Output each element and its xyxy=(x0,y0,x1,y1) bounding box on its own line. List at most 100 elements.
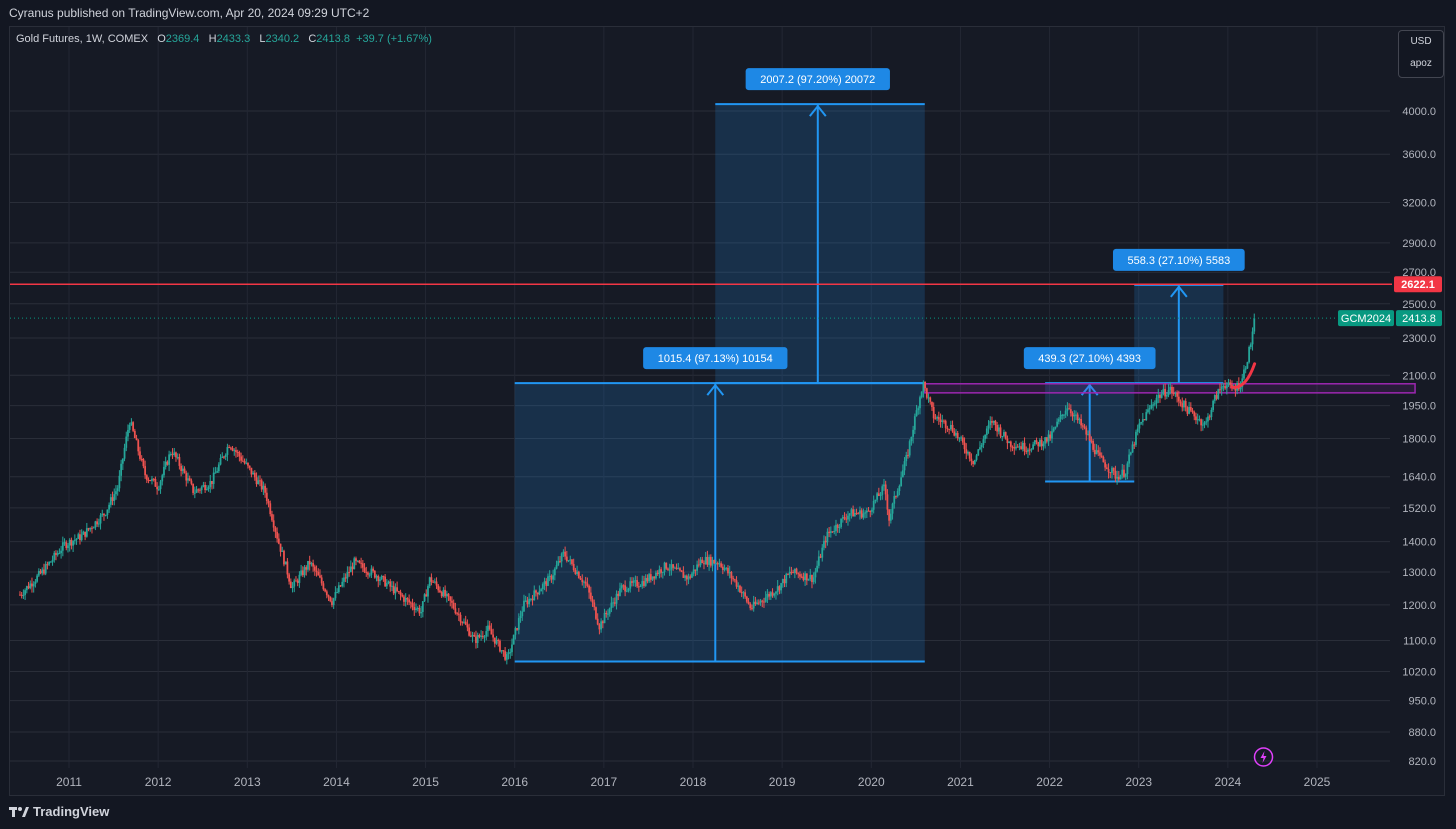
candle xyxy=(473,634,476,637)
measure-label-box xyxy=(1112,248,1245,271)
candle xyxy=(199,489,201,491)
candle xyxy=(267,501,270,504)
candle xyxy=(1165,395,1168,397)
candle xyxy=(917,408,920,411)
candle xyxy=(322,583,325,590)
candle xyxy=(908,441,911,456)
candle xyxy=(320,577,323,584)
currency-unit-button[interactable]: USD apoz xyxy=(1398,30,1444,78)
candle xyxy=(91,527,93,529)
candle xyxy=(1111,467,1113,473)
candle xyxy=(893,496,896,504)
candle xyxy=(99,515,102,524)
candle xyxy=(692,569,695,574)
candle xyxy=(468,627,471,636)
candle xyxy=(787,573,789,575)
candle xyxy=(217,464,220,472)
candle xyxy=(920,391,923,398)
candle xyxy=(432,581,435,583)
candle xyxy=(1129,452,1132,455)
candle xyxy=(1145,412,1148,421)
candle xyxy=(109,497,112,505)
candle xyxy=(475,636,477,643)
candle xyxy=(32,584,35,587)
lightning-icon[interactable] xyxy=(1253,747,1274,767)
candle xyxy=(241,460,244,462)
measure-label: 439.3 (27.10%) 4393 xyxy=(1038,353,1141,365)
candle xyxy=(449,596,452,601)
candle xyxy=(332,598,335,606)
candle xyxy=(337,585,340,593)
candle xyxy=(622,585,625,587)
candle xyxy=(274,527,277,532)
candle xyxy=(1049,434,1052,439)
candle xyxy=(1174,392,1177,394)
candle xyxy=(1164,388,1167,397)
candle xyxy=(1081,425,1084,427)
candle xyxy=(912,429,915,437)
candle xyxy=(937,417,940,420)
candle xyxy=(1044,437,1047,444)
candle xyxy=(259,480,261,482)
candle xyxy=(348,571,351,573)
candle xyxy=(1244,368,1247,370)
candle xyxy=(1054,426,1057,429)
candle xyxy=(65,542,68,549)
candle xyxy=(529,598,532,600)
grid-lines xyxy=(10,27,1390,768)
candle xyxy=(581,579,584,583)
candle xyxy=(480,635,483,637)
candle xyxy=(113,494,116,501)
y-tick-label: 1400.0 xyxy=(1402,537,1436,549)
candle xyxy=(1153,403,1156,405)
candle xyxy=(845,518,848,520)
candle xyxy=(661,571,664,573)
candle xyxy=(142,459,145,467)
candle xyxy=(339,585,342,587)
candle xyxy=(204,484,207,490)
candle xyxy=(804,573,807,580)
candle xyxy=(394,587,397,594)
candle xyxy=(421,601,424,612)
candle xyxy=(154,478,157,487)
candle xyxy=(336,592,339,594)
candle xyxy=(809,574,812,580)
candle xyxy=(943,420,945,422)
candle xyxy=(223,456,225,458)
symbol-legend[interactable]: Gold Futures, 1W, COMEX O2369.4 H2433.3 … xyxy=(16,33,432,45)
candle xyxy=(382,576,385,578)
candle xyxy=(260,480,263,490)
candle xyxy=(1100,455,1103,458)
candle xyxy=(567,560,570,562)
x-tick-label: 2021 xyxy=(947,775,974,789)
candle xyxy=(1016,446,1019,448)
candle xyxy=(41,569,44,574)
close-value: 2413.8 xyxy=(316,33,350,45)
candle xyxy=(500,650,503,652)
candle xyxy=(553,568,556,576)
tradingview-brand[interactable]: TradingView xyxy=(9,804,109,819)
candle xyxy=(821,547,824,558)
candle xyxy=(1066,408,1069,411)
candle xyxy=(1023,442,1026,452)
candle xyxy=(884,484,887,495)
candle xyxy=(504,651,507,660)
candle xyxy=(202,484,205,487)
candle xyxy=(682,571,685,578)
candle xyxy=(211,480,213,484)
candle xyxy=(838,526,841,528)
candle xyxy=(751,608,753,610)
candle xyxy=(874,499,877,501)
candle xyxy=(685,575,688,580)
candle xyxy=(927,397,930,399)
candle xyxy=(147,479,150,481)
candle xyxy=(763,601,765,603)
candle xyxy=(665,562,668,569)
candle xyxy=(713,559,716,564)
candle xyxy=(877,493,880,496)
candle xyxy=(495,639,498,644)
candle xyxy=(769,592,772,597)
candle xyxy=(368,574,371,576)
x-tick-label: 2014 xyxy=(323,775,350,789)
